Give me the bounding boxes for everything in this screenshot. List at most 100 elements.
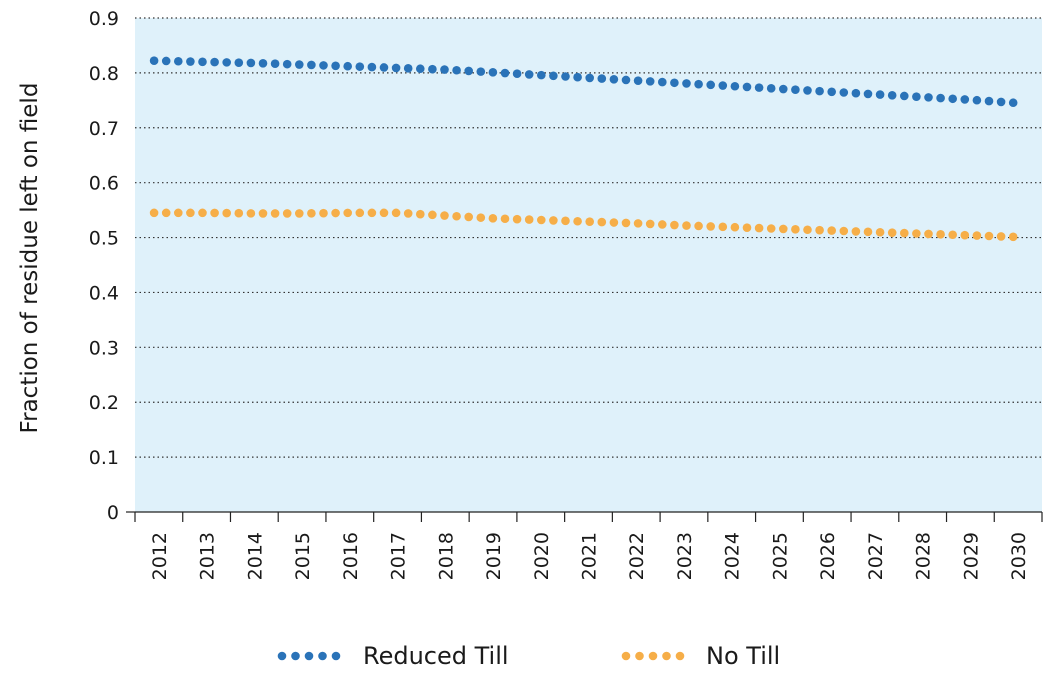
data-point [331,61,340,71]
data-point [149,56,159,66]
data-point [294,60,304,69]
data-point [367,208,377,218]
data-point [161,56,171,66]
data-point [730,81,740,91]
data-point [670,220,679,230]
data-point [766,84,776,93]
data-point [440,211,449,220]
x-tick-label: 2027 [865,532,887,580]
data-point [258,59,268,68]
data-point [851,227,861,236]
legend-swatch [291,651,300,661]
data-point [742,82,752,92]
legend-swatch [675,651,685,661]
data-point [996,97,1006,107]
data-point [367,62,377,72]
legend-swatch [662,651,671,661]
data-point [863,227,873,237]
data-point [657,220,667,229]
data-point [718,81,728,90]
legend-swatch [304,651,314,661]
x-tick-label: 2026 [817,532,839,580]
plot-area [135,18,1042,512]
x-tick-label: 2014 [244,532,266,580]
data-point [561,72,570,81]
data-point [161,208,171,218]
legend-label: Reduced Till [363,642,509,670]
data-point [391,208,401,218]
series-reduced-till [149,56,1018,108]
data-point [633,219,643,228]
data-point [887,228,897,237]
data-point [815,225,824,235]
x-tick-label: 2030 [1008,532,1030,580]
data-point [984,96,994,106]
legend-swatch [635,651,644,661]
data-point [597,74,607,83]
data-point [972,231,982,240]
y-tick-label: 0.7 [89,118,119,140]
data-point [428,210,437,220]
x-tick-label: 2021 [579,532,601,580]
legend-label: No Till [706,642,780,670]
data-point [718,222,728,232]
data-point [149,208,159,218]
data-point [186,57,195,66]
data-point [839,226,849,236]
data-point [536,70,546,80]
axes [126,511,1043,522]
data-point [428,64,437,74]
y-tick-label: 0.5 [89,228,119,250]
data-point [258,209,268,218]
data-point [270,59,280,69]
data-point [282,209,292,218]
data-point [440,65,449,74]
data-point [198,57,207,67]
data-point [694,79,703,89]
x-tick-label: 2018 [435,532,457,580]
data-point [452,211,461,221]
data-point [270,209,280,218]
data-point [609,74,619,84]
y-tick-labels: 0 0.1 0.2 0.3 0.4 0.5 0.6 0.7 0.8 0.9 [89,8,119,524]
y-tick-label: 0 [107,502,119,524]
data-point [730,222,740,232]
data-point [924,229,933,239]
data-point [415,64,425,74]
data-point [186,208,195,218]
x-tick-label: 2023 [674,532,696,580]
data-point [621,218,631,228]
data-point [488,68,498,77]
data-point [379,63,389,72]
data-point [960,95,970,104]
data-point [912,92,921,101]
data-point [839,88,849,97]
data-point [657,77,667,87]
data-point [234,58,244,67]
y-tick-label: 0.2 [89,392,119,414]
data-point [391,63,401,73]
x-tick-label: 2029 [960,532,982,580]
series-no-till [149,208,1018,242]
y-tick-label: 0.9 [89,8,119,30]
data-point [536,215,546,225]
data-point [307,60,316,70]
data-point [524,70,534,79]
x-tick-labels: 2012 2013 2014 2015 2016 2017 2018 2019 2020 2021… [149,532,1030,580]
data-point [561,216,570,226]
data-point [585,73,594,83]
x-tick-label: 2024 [722,532,744,580]
data-point [754,83,764,92]
data-point [670,78,679,88]
data-point [766,224,776,233]
data-point [331,208,340,218]
data-point [791,225,800,234]
data-point [706,222,715,231]
data-point [222,208,231,218]
data-point [173,208,183,218]
y-tick-label: 0.8 [89,63,119,85]
data-point [198,208,207,218]
data-point [234,208,244,218]
data-point [319,208,328,218]
